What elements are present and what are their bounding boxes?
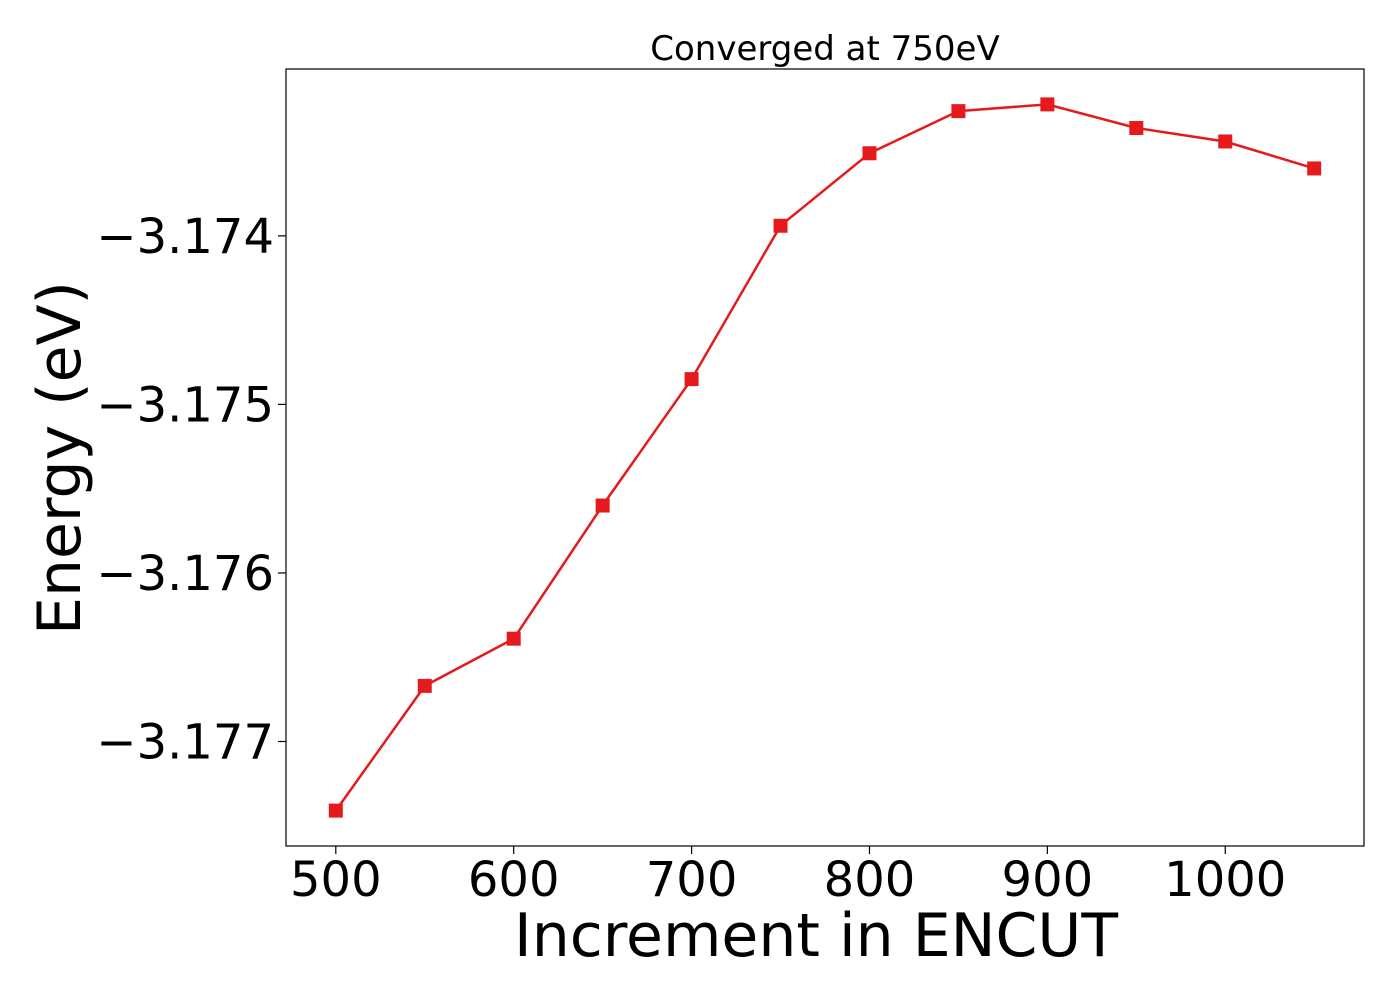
x-axis-ticks: 500 600 700 800 900 1000 (290, 846, 1286, 908)
data-point-marker (862, 146, 877, 161)
x-tick-label: 600 (468, 852, 560, 908)
x-tick-label: 500 (290, 852, 382, 908)
x-axis-label: Increment in ENCUT (514, 901, 1118, 971)
plot-area-frame (285, 68, 1365, 847)
x-tick-label: 900 (1002, 852, 1094, 908)
y-tick-label: −3.174 (96, 209, 274, 265)
energy-series-markers (328, 97, 1322, 818)
data-point-marker (951, 104, 966, 119)
data-point-marker (1040, 97, 1055, 112)
data-point-marker (684, 372, 699, 387)
x-tick-label: 700 (646, 852, 738, 908)
chart-title: Converged at 750eV (650, 29, 999, 69)
data-point-marker (773, 218, 788, 233)
data-point-marker (506, 631, 521, 646)
y-tick-label: −3.175 (96, 377, 274, 433)
x-tick-label: 800 (824, 852, 916, 908)
y-tick-label: −3.176 (96, 546, 274, 602)
data-point-marker (1307, 161, 1322, 176)
data-point-marker (328, 803, 343, 818)
data-point-marker (1218, 134, 1233, 149)
y-axis-ticks: −3.174 −3.175 −3.176 −3.177 (96, 209, 286, 771)
y-tick-label: −3.177 (96, 715, 274, 771)
data-point-marker (595, 498, 610, 513)
data-point-marker (1129, 120, 1144, 135)
energy-series-line (334, 103, 1315, 812)
y-axis-label: Energy (eV) (25, 281, 95, 635)
x-tick-label: 1000 (1164, 852, 1286, 908)
data-point-marker (417, 678, 432, 693)
